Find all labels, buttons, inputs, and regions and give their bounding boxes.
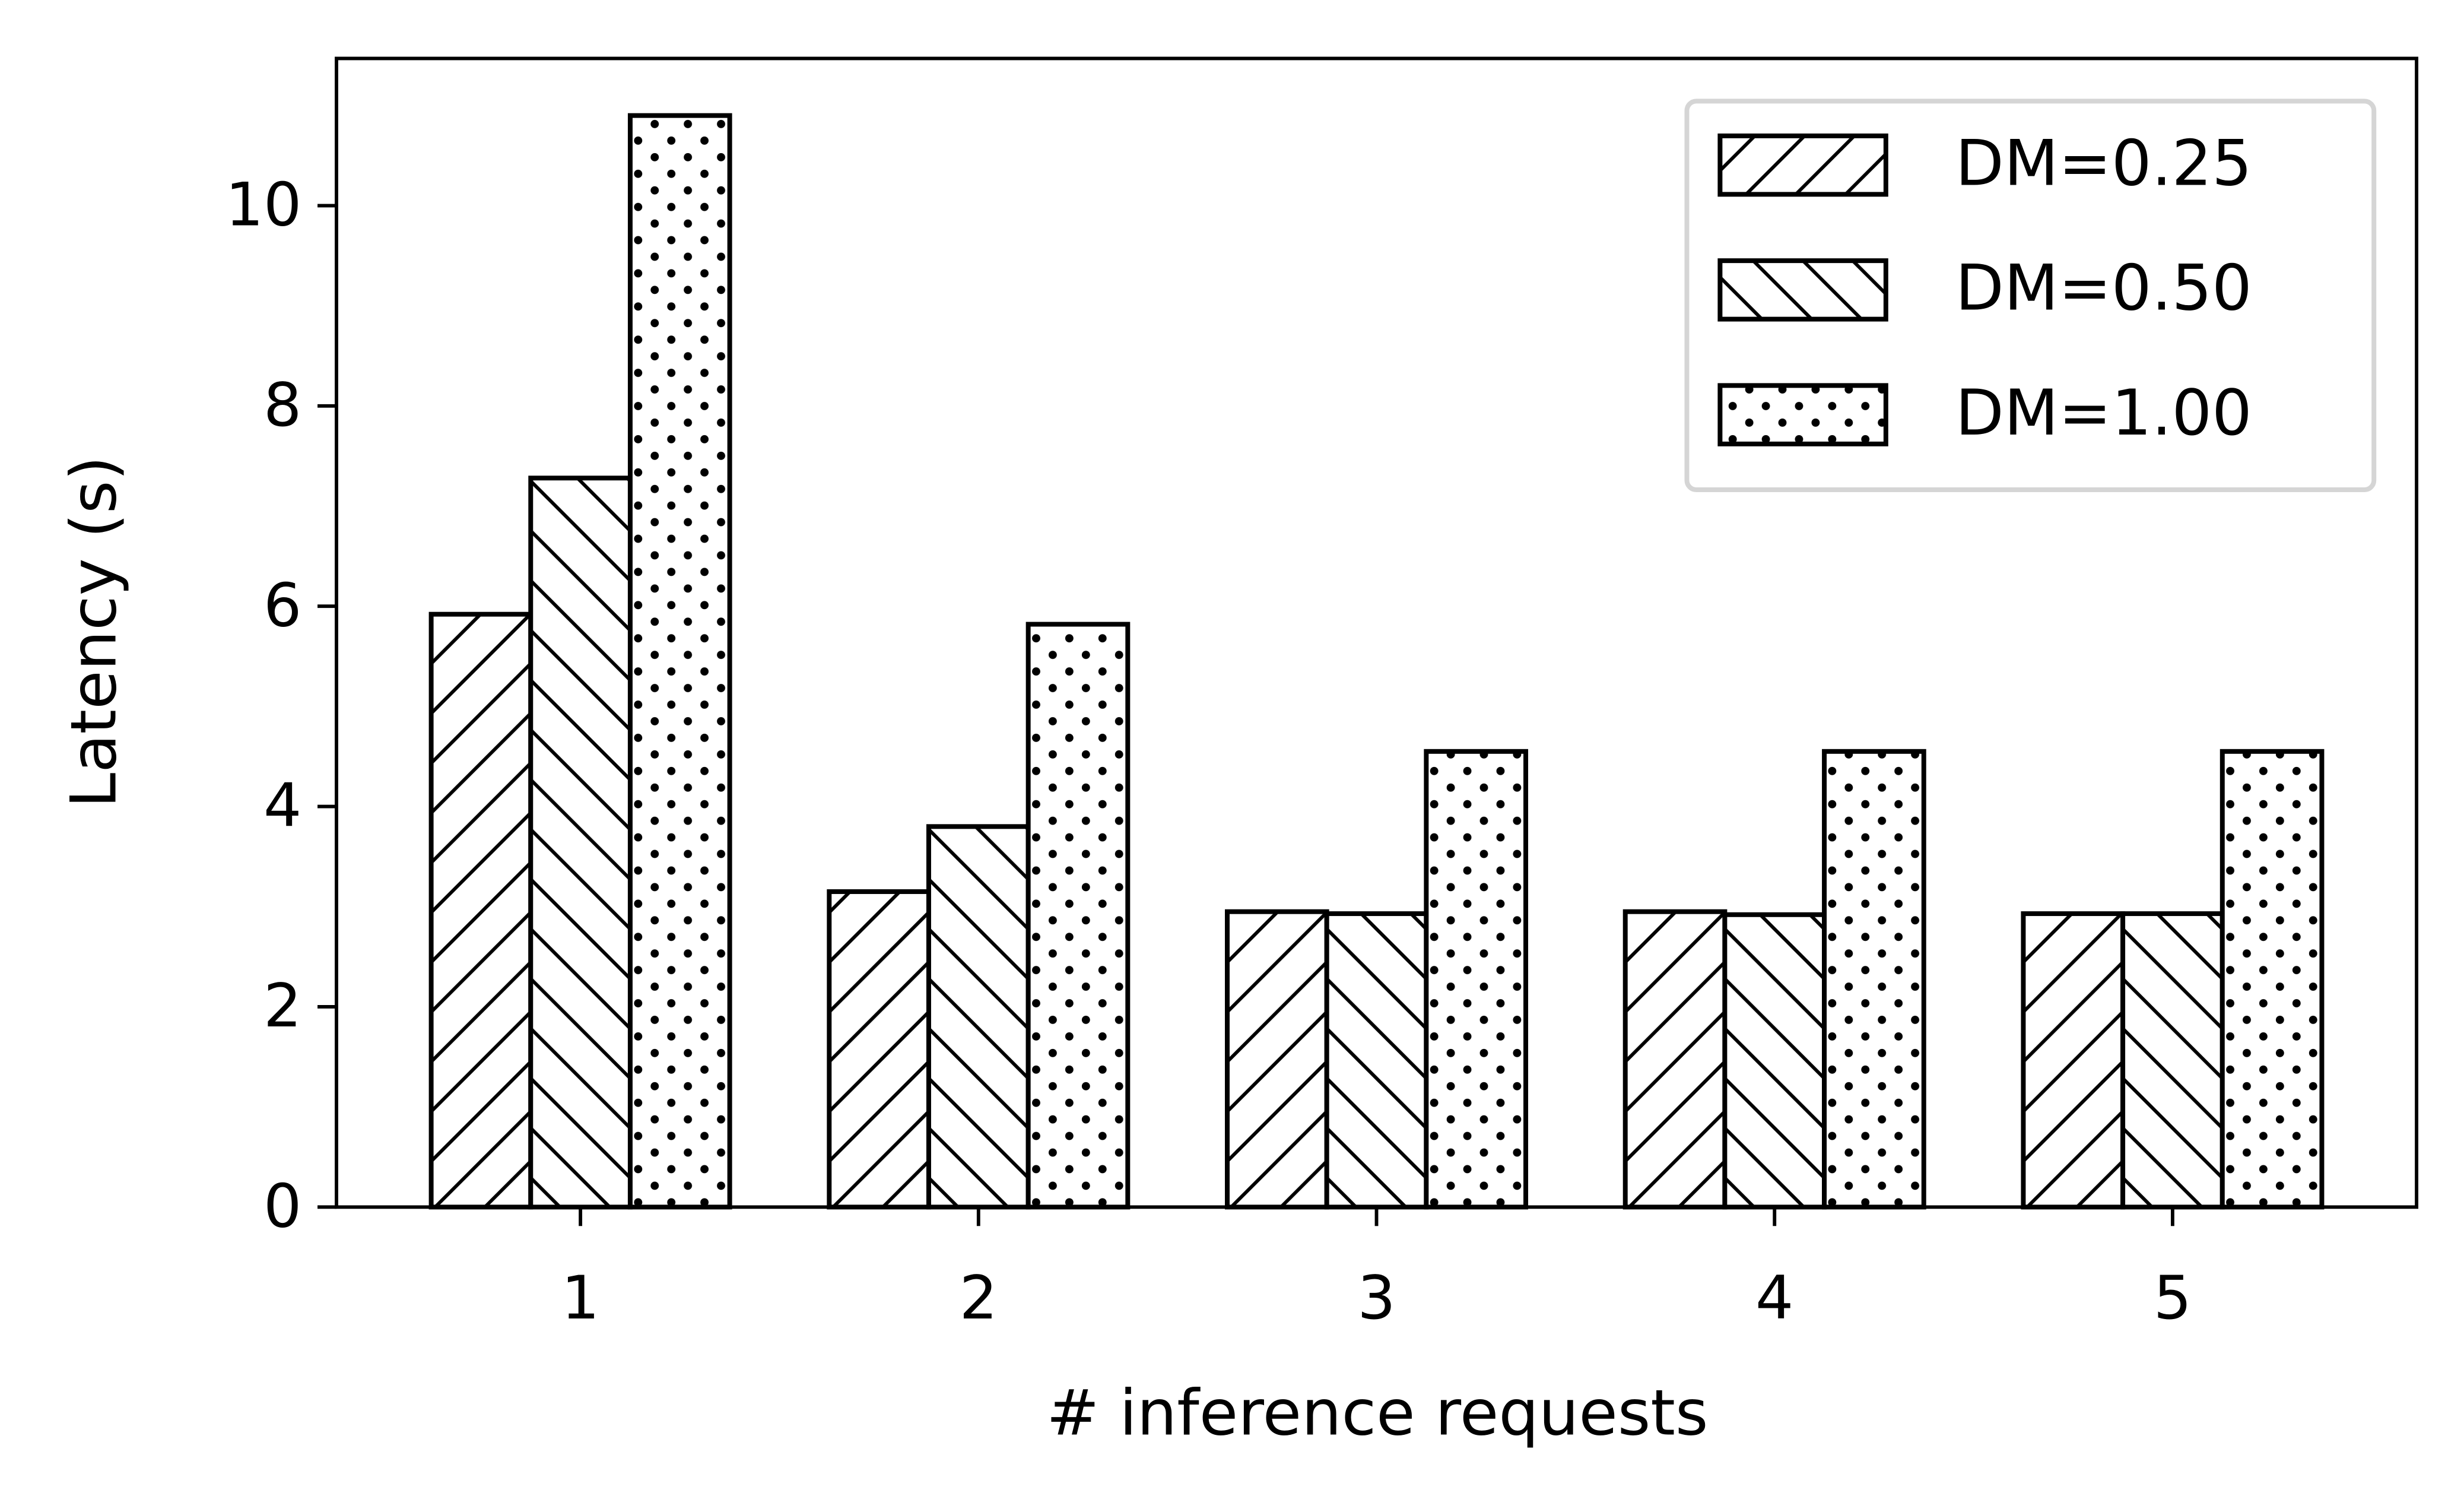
x-axis-label: # inference requests [1046,1377,1708,1450]
bar-hatch [926,824,1031,1210]
bar [428,611,534,1210]
bar [827,889,931,1210]
bar [926,824,1031,1210]
bar-hatch [1822,749,1926,1210]
y-tick-label: 2 [263,971,301,1041]
bar [2021,911,2126,1210]
bar [1324,911,1429,1210]
bar-hatch [2219,749,2325,1210]
y-tick-label: 6 [263,570,301,640]
legend-swatch [1717,258,1888,322]
legend-label: DM=1.00 [1955,376,2252,450]
legend-label: DM=0.50 [1955,252,2252,325]
legend-swatch [1717,133,1888,197]
bar-hatch [827,889,931,1210]
y-tick-label: 4 [263,771,301,841]
plot-frame [335,56,2419,1209]
y-axis-label: Latency (s) [57,456,131,808]
x-tick-label: 4 [1755,1263,1793,1333]
bar-hatch [2120,911,2225,1210]
y-tick-label: 10 [226,170,302,240]
bar-hatch [1025,622,1131,1210]
bar-hatch [1225,909,1329,1210]
bar [1622,909,1728,1210]
bar [1225,909,1329,1210]
bar-hatch [1324,911,1429,1210]
bar [2219,749,2325,1210]
bar [528,476,633,1210]
y-tick-label: 0 [263,1171,301,1241]
x-tick-label: 1 [561,1263,599,1333]
bar [2120,911,2225,1210]
x-tick-label: 2 [960,1263,998,1333]
bar [1822,749,1926,1210]
bar [627,113,732,1210]
bar-hatch [528,476,633,1210]
y-tick-label: 8 [263,370,301,440]
bar [1025,622,1131,1210]
bar-hatch [428,611,534,1210]
bar [1424,749,1529,1210]
x-tick-label: 3 [1357,1263,1395,1333]
legend-swatch [1717,383,1888,446]
bar-hatch [1722,912,1827,1210]
legend-label: DM=0.25 [1955,126,2252,200]
bar-hatch [1424,749,1529,1210]
bar-hatch [1622,909,1728,1210]
x-tick-label: 5 [2154,1263,2192,1333]
bar [1722,912,1827,1210]
bar-hatch [627,113,732,1210]
bar-hatch [2021,911,2126,1210]
